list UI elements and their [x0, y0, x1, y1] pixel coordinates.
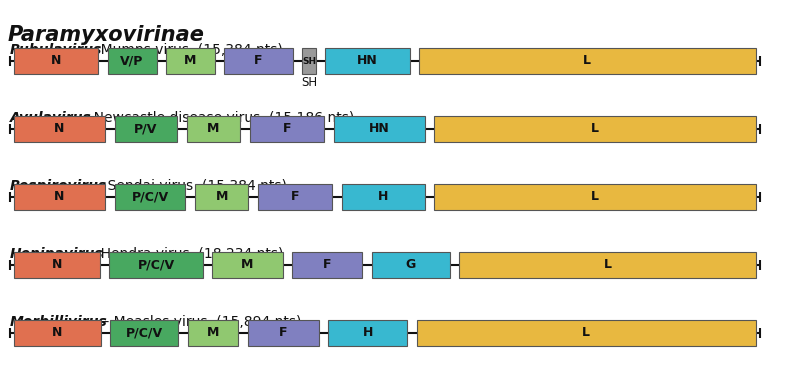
- Bar: [114, 184, 186, 210]
- Bar: [188, 320, 238, 346]
- Text: SH: SH: [302, 56, 316, 66]
- Text: HN: HN: [369, 122, 390, 136]
- Text: N: N: [52, 258, 62, 271]
- Text: P/C/V: P/C/V: [138, 258, 174, 271]
- Text: L: L: [583, 55, 591, 68]
- Bar: [334, 116, 425, 142]
- Bar: [459, 252, 756, 278]
- Text: Paramyxovirinae: Paramyxovirinae: [8, 25, 205, 45]
- Bar: [14, 184, 105, 210]
- Bar: [14, 252, 100, 278]
- Bar: [248, 320, 318, 346]
- Bar: [114, 116, 178, 142]
- Bar: [187, 116, 240, 142]
- Text: V/P: V/P: [120, 55, 144, 68]
- Text: L: L: [582, 326, 590, 339]
- Text: M: M: [215, 190, 228, 204]
- Bar: [372, 252, 450, 278]
- Text: Rubulavirus: Rubulavirus: [10, 43, 102, 57]
- Bar: [328, 320, 407, 346]
- Bar: [212, 252, 282, 278]
- Text: Respirovirus: Respirovirus: [10, 179, 107, 193]
- Text: – Newcastle disease virus  (15,186 nts): – Newcastle disease virus (15,186 nts): [78, 111, 354, 125]
- Text: F: F: [254, 55, 262, 68]
- Text: – Measles virus  (15,894 nts): – Measles virus (15,894 nts): [98, 315, 302, 329]
- Bar: [110, 320, 178, 346]
- Bar: [434, 116, 756, 142]
- Text: Henipavirus: Henipavirus: [10, 247, 104, 261]
- Text: N: N: [52, 326, 62, 339]
- Text: F: F: [291, 190, 299, 204]
- Text: L: L: [591, 122, 599, 136]
- Text: – Hendra virus  (18,234 nts): – Hendra virus (18,234 nts): [85, 247, 283, 261]
- Bar: [250, 116, 324, 142]
- Text: P/C/V: P/C/V: [131, 190, 169, 204]
- Text: L: L: [603, 258, 611, 271]
- Text: H: H: [378, 190, 389, 204]
- Bar: [292, 252, 362, 278]
- Bar: [302, 48, 316, 74]
- Text: F: F: [323, 258, 331, 271]
- Bar: [195, 184, 248, 210]
- Bar: [434, 184, 756, 210]
- Text: H: H: [362, 326, 373, 339]
- Bar: [107, 48, 157, 74]
- Text: Morbillivirus: Morbillivirus: [10, 315, 108, 329]
- Text: N: N: [54, 122, 65, 136]
- Text: G: G: [406, 258, 416, 271]
- Bar: [166, 48, 215, 74]
- Text: P/V: P/V: [134, 122, 158, 136]
- Text: Avulavirus: Avulavirus: [10, 111, 92, 125]
- Bar: [14, 320, 101, 346]
- Text: – Sendai virus  (15,384 nts): – Sendai virus (15,384 nts): [91, 179, 286, 193]
- Text: L: L: [591, 190, 599, 204]
- Text: M: M: [242, 258, 254, 271]
- Text: P/C/V: P/C/V: [126, 326, 163, 339]
- Bar: [342, 184, 425, 210]
- Bar: [418, 48, 756, 74]
- Bar: [326, 48, 410, 74]
- Text: N: N: [51, 55, 62, 68]
- Text: N: N: [54, 190, 65, 204]
- Bar: [14, 48, 98, 74]
- Text: – Mumps virus  (15,384 nts): – Mumps virus (15,384 nts): [85, 43, 282, 57]
- Text: HN: HN: [357, 55, 378, 68]
- Bar: [258, 184, 332, 210]
- Bar: [417, 320, 756, 346]
- Text: F: F: [279, 326, 287, 339]
- Text: M: M: [184, 55, 197, 68]
- Bar: [110, 252, 203, 278]
- Text: SH: SH: [301, 76, 317, 89]
- Text: M: M: [206, 326, 219, 339]
- Text: M: M: [207, 122, 220, 136]
- Bar: [224, 48, 293, 74]
- Bar: [14, 116, 105, 142]
- Text: F: F: [282, 122, 291, 136]
